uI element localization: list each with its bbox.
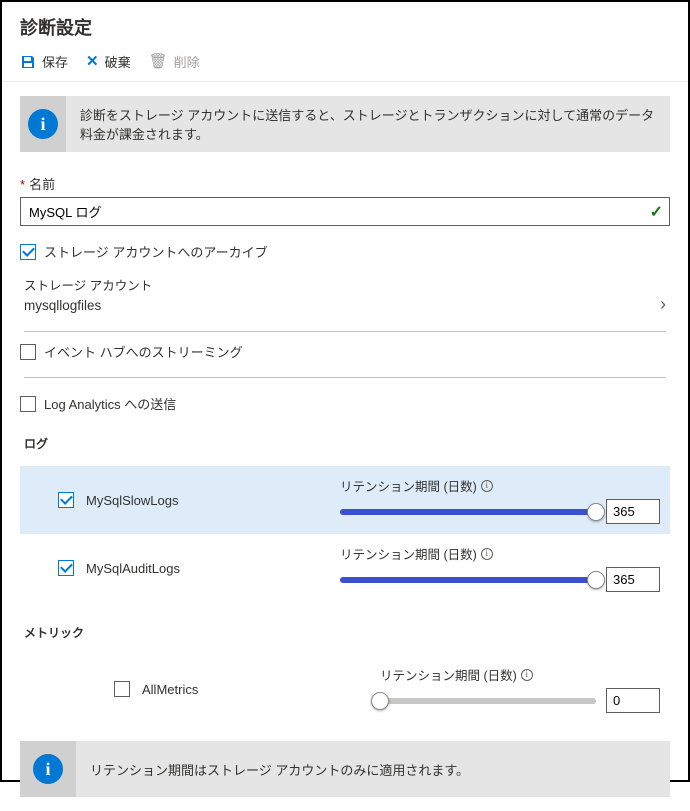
check-icon: ✓ (650, 202, 663, 222)
info-bar-storage-charges: i 診断をストレージ アカウントに送信すると、ストレージとトランザクションに対し… (20, 96, 670, 152)
name-label: *名前 (20, 174, 670, 193)
slider-row (340, 567, 660, 592)
slider-row (340, 499, 660, 524)
discard-label: 破棄 (105, 52, 131, 71)
log-name: MySqlAuditLogs (86, 561, 180, 576)
log-name: MySqlSlowLogs (86, 493, 179, 508)
slider-row (380, 688, 660, 713)
info-text: リテンション期間はストレージ アカウントのみに適用されます。 (90, 760, 469, 779)
retention-label: リテンション期間 (日数) i (340, 544, 660, 563)
loganalytics-checkbox-row[interactable]: Log Analytics への送信 (20, 394, 670, 413)
divider (24, 377, 666, 378)
storage-account-select[interactable]: ストレージ アカウント mysqllogfiles › (24, 275, 666, 332)
retention-slider[interactable] (340, 503, 596, 521)
log-row-left: MySqlAuditLogs (30, 560, 330, 576)
log-row[interactable]: MySqlAuditLogs リテンション期間 (日数) i (20, 534, 670, 602)
save-label: 保存 (42, 52, 68, 71)
slider-thumb[interactable] (587, 571, 605, 589)
loganalytics-checkbox[interactable] (20, 396, 36, 412)
discard-icon: ✕ (86, 54, 99, 69)
info-icon: i (28, 109, 58, 139)
retention-input[interactable] (606, 499, 660, 524)
info-icon[interactable]: i (481, 480, 493, 492)
retention-control: リテンション期間 (日数) i (340, 476, 660, 524)
storage-account-label: ストレージ アカウント (24, 275, 152, 294)
eventhub-checkbox-row[interactable]: イベント ハブへのストリーミング (20, 342, 670, 361)
slider-thumb[interactable] (371, 692, 389, 710)
info-icon-wrap: i (20, 741, 76, 797)
chevron-right-icon: › (660, 295, 666, 313)
slider-thumb[interactable] (587, 503, 605, 521)
save-button[interactable]: 保存 (20, 52, 68, 71)
log-checkbox[interactable] (58, 560, 74, 576)
retention-input[interactable] (606, 567, 660, 592)
info-icon-wrap: i (20, 96, 66, 152)
delete-button: 🗑 削除 (149, 52, 200, 71)
metric-section-label: メトリック (24, 624, 670, 641)
retention-input[interactable] (606, 688, 660, 713)
archive-storage-label: ストレージ アカウントへのアーカイブ (44, 242, 268, 261)
log-checkbox[interactable] (114, 681, 130, 697)
delete-icon: 🗑 (149, 54, 168, 69)
retention-label: リテンション期間 (日数) i (380, 665, 660, 684)
retention-control: リテンション期間 (日数) i (340, 544, 660, 592)
eventhub-checkbox[interactable] (20, 344, 36, 360)
info-text: 診断をストレージ アカウントに送信すると、ストレージとトランザクションに対して通… (80, 105, 656, 143)
name-input[interactable] (27, 198, 650, 225)
log-row-left: AllMetrics (30, 681, 370, 697)
retention-control: リテンション期間 (日数) i (380, 665, 660, 713)
delete-label: 削除 (174, 52, 200, 71)
name-input-wrap[interactable]: ✓ (20, 197, 670, 226)
required-star: * (20, 177, 25, 192)
discard-button[interactable]: ✕ 破棄 (86, 52, 131, 71)
retention-label: リテンション期間 (日数) i (340, 476, 660, 495)
archive-storage-checkbox-row[interactable]: ストレージ アカウントへのアーカイブ (20, 242, 670, 261)
save-icon (20, 54, 36, 70)
info-icon[interactable]: i (521, 669, 533, 681)
info-bar-retention: i リテンション期間はストレージ アカウントのみに適用されます。 (20, 741, 670, 797)
archive-storage-checkbox[interactable] (20, 244, 36, 260)
log-row[interactable]: AllMetrics リテンション期間 (日数) i (20, 655, 670, 723)
retention-slider[interactable] (340, 571, 596, 589)
storage-account-value: mysqllogfiles (24, 298, 152, 313)
eventhub-label: イベント ハブへのストリーミング (44, 342, 243, 361)
log-row-left: MySqlSlowLogs (30, 492, 330, 508)
page-title: 診断設定 (2, 2, 688, 48)
info-icon: i (33, 754, 63, 784)
log-section-label: ログ (24, 435, 670, 452)
log-row[interactable]: MySqlSlowLogs リテンション期間 (日数) i (20, 466, 670, 534)
info-icon[interactable]: i (481, 548, 493, 560)
loganalytics-label: Log Analytics への送信 (44, 394, 176, 413)
toolbar: 保存 ✕ 破棄 🗑 削除 (2, 48, 688, 82)
log-checkbox[interactable] (58, 492, 74, 508)
retention-slider[interactable] (380, 692, 596, 710)
log-name: AllMetrics (142, 682, 198, 697)
